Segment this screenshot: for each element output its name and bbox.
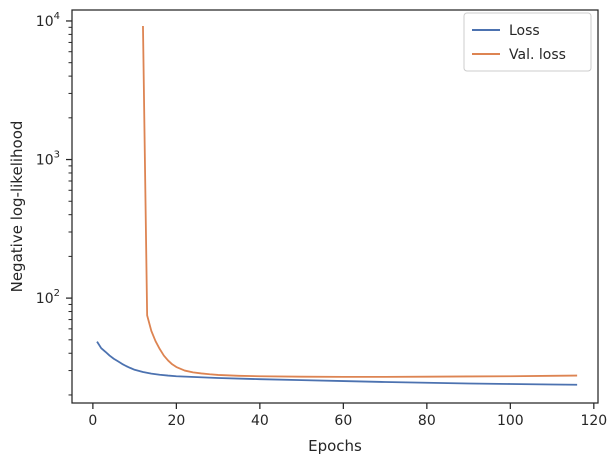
- x-tick-label: 80: [418, 413, 436, 429]
- plot-background: [72, 10, 598, 403]
- legend-label-1: Loss: [509, 23, 540, 39]
- y-tick-label: 102: [36, 288, 60, 307]
- x-axis-title: Epochs: [308, 437, 362, 455]
- y-tick-label: 104: [36, 11, 60, 30]
- x-tick-label: 40: [251, 413, 269, 429]
- series-line-1: [96, 341, 578, 386]
- x-tick-label: 120: [580, 413, 607, 429]
- series-layer: [96, 25, 578, 386]
- x-tick-label: 60: [334, 413, 352, 429]
- series-line-2: [142, 25, 578, 378]
- x-tick-label: 100: [497, 413, 524, 429]
- plot-area: [71, 9, 599, 404]
- x-tick-label: 20: [167, 413, 185, 429]
- y-axis-title: Negative log-likelihood: [8, 121, 26, 293]
- plot-frame: [71, 9, 599, 404]
- y-tick-label: 103: [36, 150, 60, 169]
- x-tick-label: 0: [88, 413, 97, 429]
- x-axis: 0 20 40 60 80 100 120: [88, 403, 607, 429]
- y-axis: 102 103 104: [36, 11, 72, 396]
- legend-label-2: Val. loss: [509, 47, 566, 63]
- legend: Loss Val. loss: [463, 12, 592, 72]
- legend-box: [463, 12, 592, 72]
